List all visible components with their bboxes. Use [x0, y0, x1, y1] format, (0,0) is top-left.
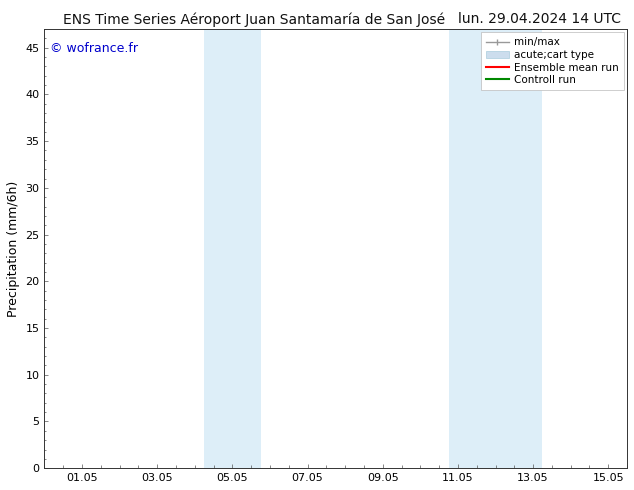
- Text: ENS Time Series Aéroport Juan Santamaría de San José: ENS Time Series Aéroport Juan Santamaría…: [63, 12, 446, 27]
- Y-axis label: Precipitation (mm/6h): Precipitation (mm/6h): [7, 180, 20, 317]
- Bar: [448, 29, 543, 468]
- Text: lun. 29.04.2024 14 UTC: lun. 29.04.2024 14 UTC: [458, 12, 621, 26]
- Bar: [204, 29, 261, 468]
- Legend: min/max, acute;cart type, Ensemble mean run, Controll run: min/max, acute;cart type, Ensemble mean …: [481, 32, 624, 90]
- Text: © wofrance.fr: © wofrance.fr: [50, 42, 138, 55]
